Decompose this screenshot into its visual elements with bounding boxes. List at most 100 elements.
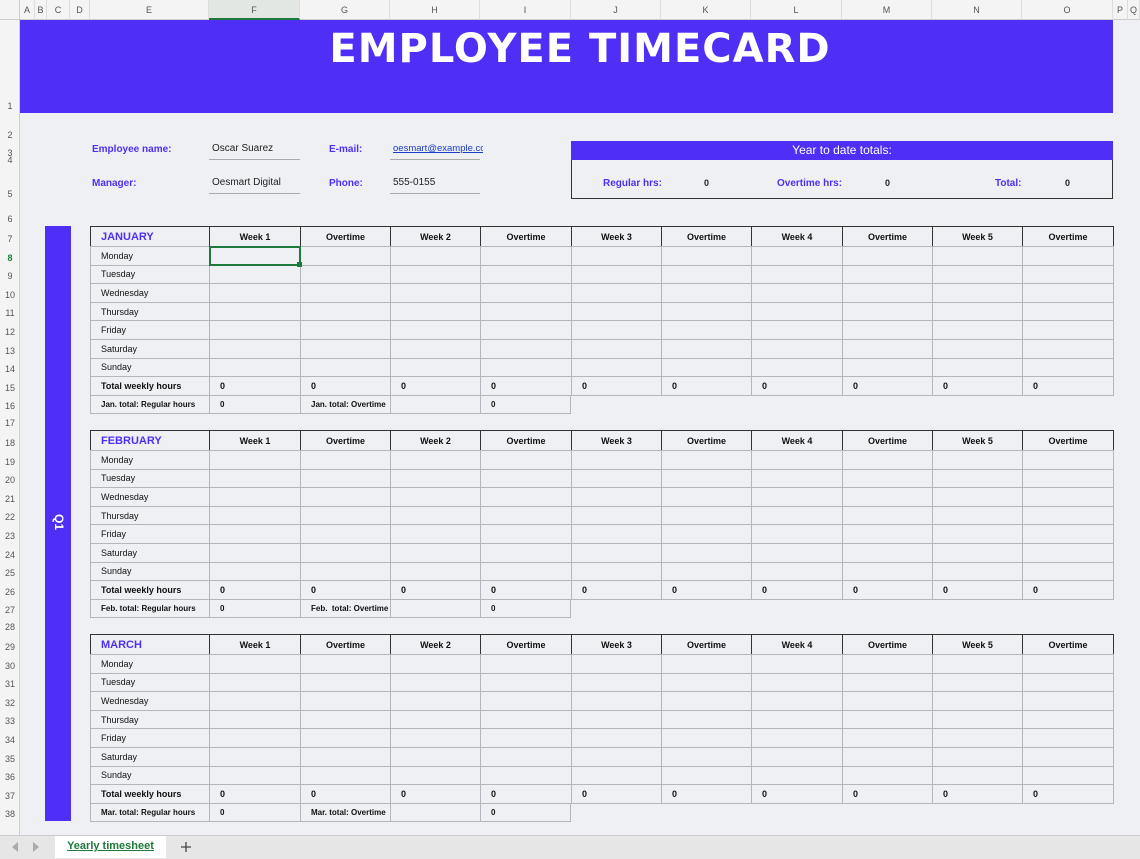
hours-cell[interactable]: [209, 543, 301, 563]
hours-cell[interactable]: [842, 487, 933, 507]
hours-cell[interactable]: [209, 264, 301, 285]
hours-cell[interactable]: [1022, 357, 1114, 378]
hours-cell[interactable]: [751, 505, 843, 526]
hours-cell[interactable]: [209, 357, 301, 378]
hours-cell[interactable]: [1022, 339, 1114, 359]
hours-cell[interactable]: [480, 357, 572, 378]
hours-cell[interactable]: [390, 728, 481, 748]
hours-cell[interactable]: [932, 654, 1023, 674]
hours-cell[interactable]: [209, 505, 301, 526]
hours-cell[interactable]: [390, 543, 481, 563]
hours-cell[interactable]: [571, 320, 662, 340]
add-sheet[interactable]: [178, 840, 194, 854]
hours-cell[interactable]: [480, 691, 572, 711]
hours-cell[interactable]: [932, 320, 1023, 340]
hours-cell[interactable]: [571, 728, 662, 748]
hours-cell[interactable]: [932, 450, 1023, 470]
hours-cell[interactable]: [480, 320, 572, 340]
hours-cell[interactable]: [209, 301, 301, 322]
hours-cell[interactable]: [209, 654, 301, 674]
hours-cell[interactable]: [571, 543, 662, 563]
hours-cell[interactable]: [751, 339, 843, 359]
hours-cell[interactable]: [932, 765, 1023, 786]
tab-nav[interactable]: [0, 835, 60, 859]
hours-cell[interactable]: [480, 505, 572, 526]
hours-cell[interactable]: [932, 728, 1023, 748]
hours-cell[interactable]: [300, 283, 391, 303]
hours-cell[interactable]: [300, 747, 391, 767]
hours-cell[interactable]: [300, 468, 391, 489]
hours-cell[interactable]: [1022, 747, 1114, 767]
hours-cell[interactable]: [1022, 468, 1114, 489]
hours-cell[interactable]: [661, 524, 752, 544]
hours-cell[interactable]: [209, 339, 301, 359]
hours-cell[interactable]: [209, 320, 301, 340]
hours-cell[interactable]: [751, 264, 843, 285]
hours-cell[interactable]: [209, 524, 301, 544]
hours-cell[interactable]: [571, 561, 662, 582]
hours-cell[interactable]: [751, 672, 843, 693]
hours-cell[interactable]: [390, 339, 481, 359]
hours-cell[interactable]: [209, 691, 301, 711]
hours-cell[interactable]: [300, 246, 391, 266]
hours-cell[interactable]: [390, 709, 481, 730]
hours-cell[interactable]: [390, 450, 481, 470]
hours-cell[interactable]: [300, 654, 391, 674]
hours-cell[interactable]: [751, 561, 843, 582]
hours-cell[interactable]: [300, 339, 391, 359]
hours-cell[interactable]: [661, 468, 752, 489]
hours-cell[interactable]: [661, 654, 752, 674]
hours-cell[interactable]: [842, 339, 933, 359]
hours-cell[interactable]: [1022, 728, 1114, 748]
hours-cell[interactable]: [751, 487, 843, 507]
hours-cell[interactable]: [842, 728, 933, 748]
hours-cell[interactable]: [751, 468, 843, 489]
hours-cell[interactable]: [390, 561, 481, 582]
hours-cell[interactable]: [1022, 561, 1114, 582]
hours-cell[interactable]: [661, 709, 752, 730]
hours-cell[interactable]: [571, 487, 662, 507]
hours-cell[interactable]: [390, 468, 481, 489]
hours-cell[interactable]: [751, 450, 843, 470]
hours-cell[interactable]: [480, 246, 572, 266]
hours-cell[interactable]: [480, 561, 572, 582]
hours-cell[interactable]: [842, 709, 933, 730]
hours-cell[interactable]: [300, 450, 391, 470]
hours-cell[interactable]: [932, 301, 1023, 322]
hours-cell[interactable]: [661, 747, 752, 767]
hours-cell[interactable]: [842, 524, 933, 544]
hours-cell[interactable]: [300, 765, 391, 786]
hours-cell[interactable]: [1022, 487, 1114, 507]
hours-cell[interactable]: [571, 357, 662, 378]
hours-cell[interactable]: [390, 246, 481, 266]
hours-cell[interactable]: [661, 246, 752, 266]
hours-cell[interactable]: [300, 691, 391, 711]
hours-cell[interactable]: [390, 654, 481, 674]
hours-cell[interactable]: [571, 505, 662, 526]
hours-cell[interactable]: [300, 301, 391, 322]
hours-cell[interactable]: [751, 357, 843, 378]
hours-cell[interactable]: [1022, 450, 1114, 470]
hours-cell[interactable]: [480, 487, 572, 507]
hours-cell[interactable]: [480, 301, 572, 322]
hours-cell[interactable]: [932, 543, 1023, 563]
hours-cell[interactable]: [932, 561, 1023, 582]
hours-cell[interactable]: [390, 487, 481, 507]
hours-cell[interactable]: [300, 524, 391, 544]
hours-cell[interactable]: [932, 487, 1023, 507]
hours-cell[interactable]: [661, 264, 752, 285]
hours-cell[interactable]: [480, 524, 572, 544]
hours-cell[interactable]: [571, 654, 662, 674]
hours-cell[interactable]: [661, 283, 752, 303]
hours-cell[interactable]: [751, 301, 843, 322]
hours-cell[interactable]: [932, 691, 1023, 711]
hours-cell[interactable]: [842, 357, 933, 378]
hours-cell[interactable]: [480, 672, 572, 693]
hours-cell[interactable]: [571, 691, 662, 711]
sheet-tab[interactable]: Yearly timesheet: [55, 836, 166, 858]
hours-cell[interactable]: [390, 765, 481, 786]
hours-cell[interactable]: [571, 468, 662, 489]
hours-cell[interactable]: [300, 320, 391, 340]
hours-cell[interactable]: [932, 524, 1023, 544]
hours-cell[interactable]: [661, 561, 752, 582]
